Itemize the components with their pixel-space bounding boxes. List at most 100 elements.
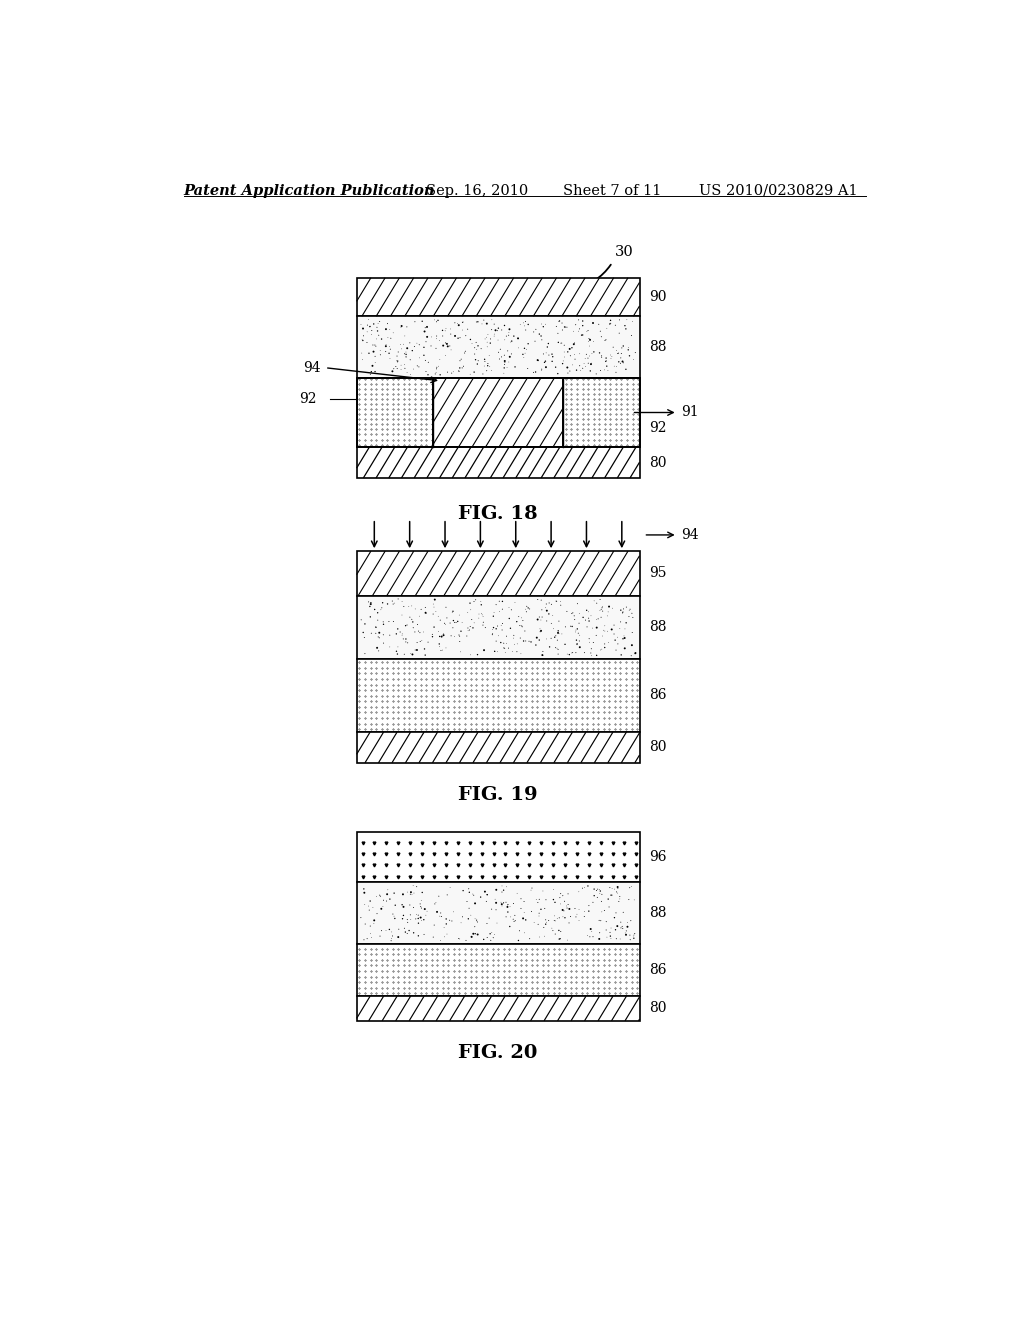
Point [590, 609, 606, 630]
Point [586, 886, 602, 907]
Point [407, 622, 423, 643]
Point [407, 312, 423, 333]
Point [462, 593, 478, 614]
Point [399, 923, 416, 944]
Point [602, 345, 618, 366]
Point [583, 919, 599, 940]
Point [406, 359, 422, 380]
Point [442, 318, 459, 339]
Point [568, 904, 585, 925]
Point [478, 891, 495, 912]
Point [397, 615, 414, 636]
Point [484, 623, 501, 644]
Point [434, 319, 451, 341]
Point [582, 346, 598, 367]
Point [494, 895, 510, 916]
Point [398, 614, 415, 635]
Point [612, 599, 629, 620]
Point [543, 628, 559, 649]
Point [608, 882, 625, 903]
Point [365, 334, 381, 355]
Point [417, 899, 433, 920]
Point [610, 343, 627, 364]
Point [496, 358, 512, 379]
Point [498, 892, 514, 913]
Point [366, 313, 382, 334]
Point [505, 908, 521, 929]
Point [538, 597, 554, 618]
Bar [356, 944, 640, 997]
Point [370, 610, 386, 631]
Point [586, 342, 602, 363]
Point [367, 599, 383, 620]
Point [561, 338, 578, 359]
Point [452, 358, 468, 379]
Point [592, 599, 608, 620]
Point [585, 632, 601, 653]
Point [595, 619, 611, 640]
Point [378, 334, 394, 355]
Point [489, 642, 506, 663]
Point [420, 364, 436, 385]
Point [624, 603, 640, 624]
Point [485, 606, 502, 627]
Point [608, 639, 625, 660]
Point [624, 622, 640, 643]
Point [467, 892, 483, 913]
Point [402, 643, 419, 664]
Point [401, 920, 418, 941]
Point [562, 615, 579, 636]
Point [503, 331, 519, 352]
Point [532, 610, 549, 631]
Point [396, 354, 413, 375]
Point [438, 607, 455, 628]
Point [543, 612, 559, 634]
Text: FIG. 18: FIG. 18 [459, 506, 538, 523]
Point [606, 615, 623, 636]
Point [611, 618, 628, 639]
Point [385, 903, 401, 924]
Point [622, 599, 638, 620]
Point [534, 359, 550, 380]
Point [466, 362, 482, 383]
Point [369, 638, 385, 659]
Point [428, 358, 444, 379]
Point [570, 899, 587, 920]
Point [401, 333, 418, 354]
Point [609, 883, 626, 904]
Point [390, 342, 407, 363]
Point [559, 898, 575, 919]
Point [530, 350, 547, 371]
Point [574, 325, 591, 346]
Point [553, 594, 569, 615]
Point [591, 909, 607, 931]
Point [401, 895, 418, 916]
Point [566, 898, 583, 919]
Point [544, 612, 560, 634]
Point [623, 876, 639, 898]
Point [451, 360, 467, 381]
Point [501, 325, 517, 346]
Point [583, 605, 599, 626]
Point [418, 904, 434, 925]
Point [382, 624, 398, 645]
Point [595, 601, 611, 622]
Point [418, 602, 434, 623]
Point [616, 315, 633, 337]
Point [411, 908, 427, 929]
Point [580, 925, 596, 946]
Point [579, 599, 595, 620]
Point [399, 882, 416, 903]
Point [527, 362, 544, 383]
Point [384, 921, 400, 942]
Point [387, 895, 403, 916]
Point [519, 358, 536, 379]
Point [379, 594, 395, 615]
Point [385, 322, 401, 343]
Point [612, 917, 629, 939]
Point [475, 363, 492, 384]
Point [626, 924, 642, 945]
Point [376, 632, 392, 653]
Point [609, 878, 626, 899]
Point [596, 634, 612, 655]
